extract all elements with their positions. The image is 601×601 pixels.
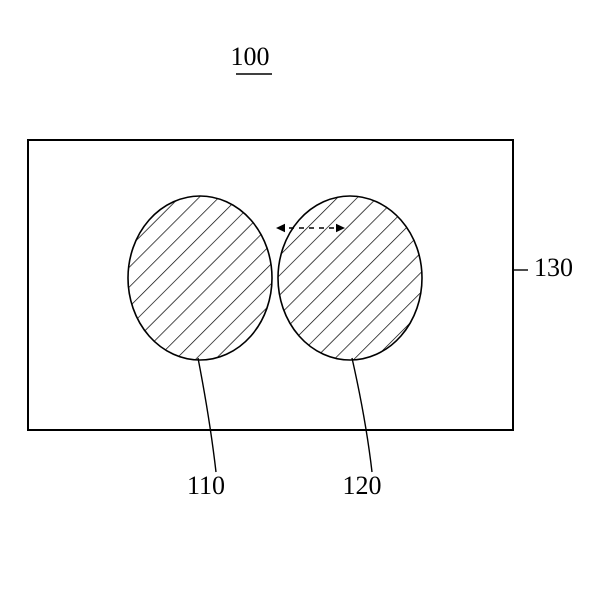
ref-label-120: 120 [343,471,382,500]
patent-figure: 100 130 110 120 [0,0,601,601]
assembly-ref-label: 100 [231,42,270,71]
ref-label-130: 130 [534,253,573,282]
ellipse-120 [278,196,422,360]
ellipse-110 [128,196,272,360]
ref-label-110: 110 [187,471,225,500]
